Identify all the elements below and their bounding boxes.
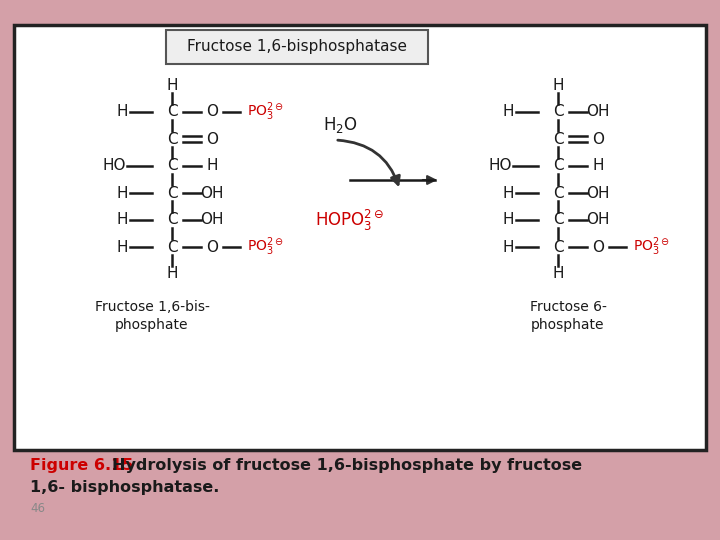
Text: Fructose 6-
phosphate: Fructose 6- phosphate <box>530 300 606 333</box>
Text: O: O <box>592 132 604 146</box>
Text: C: C <box>553 186 563 200</box>
Text: H: H <box>593 159 604 173</box>
FancyArrowPatch shape <box>338 140 400 185</box>
Text: H: H <box>503 105 514 119</box>
Text: PO$_3^{2\ominus}$: PO$_3^{2\ominus}$ <box>247 235 284 258</box>
Text: C: C <box>167 159 177 173</box>
Text: H: H <box>116 105 127 119</box>
Text: H: H <box>552 267 564 281</box>
Text: H: H <box>166 267 178 281</box>
Text: C: C <box>553 213 563 227</box>
Text: C: C <box>553 159 563 173</box>
Text: O: O <box>592 240 604 254</box>
Text: PO$_3^{2\ominus}$: PO$_3^{2\ominus}$ <box>247 100 284 123</box>
Text: H: H <box>116 240 127 254</box>
Text: O: O <box>206 105 218 119</box>
Text: H: H <box>503 213 514 227</box>
FancyBboxPatch shape <box>166 30 428 64</box>
Text: H: H <box>206 159 217 173</box>
Text: O: O <box>206 240 218 254</box>
Text: H: H <box>166 78 178 92</box>
FancyBboxPatch shape <box>14 25 706 450</box>
Text: OH: OH <box>586 213 610 227</box>
Text: HO: HO <box>488 159 512 173</box>
Text: PO$_3^{2\ominus}$: PO$_3^{2\ominus}$ <box>633 235 670 258</box>
Text: C: C <box>167 240 177 254</box>
Text: 46: 46 <box>30 502 45 515</box>
Text: H: H <box>116 186 127 200</box>
Text: C: C <box>167 186 177 200</box>
Text: O: O <box>206 132 218 146</box>
Text: H$_2$O: H$_2$O <box>323 115 357 135</box>
Text: H: H <box>503 186 514 200</box>
Text: Fructose 1,6-bis-
phosphate: Fructose 1,6-bis- phosphate <box>94 300 210 333</box>
Text: OH: OH <box>586 105 610 119</box>
Text: 1,6- bisphosphatase.: 1,6- bisphosphatase. <box>30 480 220 495</box>
Text: C: C <box>167 213 177 227</box>
Text: Fructose 1,6-bisphosphatase: Fructose 1,6-bisphosphatase <box>187 39 407 55</box>
Text: H: H <box>503 240 514 254</box>
Text: C: C <box>553 132 563 146</box>
Text: Figure 6.15: Figure 6.15 <box>30 458 133 473</box>
Text: OH: OH <box>586 186 610 200</box>
Text: H: H <box>552 78 564 92</box>
Text: C: C <box>553 240 563 254</box>
Text: HO: HO <box>102 159 126 173</box>
Text: C: C <box>167 132 177 146</box>
Text: OH: OH <box>200 213 224 227</box>
Text: Hydrolysis of fructose 1,6-bisphosphate by fructose: Hydrolysis of fructose 1,6-bisphosphate … <box>112 458 582 473</box>
Text: OH: OH <box>200 186 224 200</box>
Text: C: C <box>553 105 563 119</box>
Text: C: C <box>167 105 177 119</box>
Text: H: H <box>116 213 127 227</box>
Text: HOPO$_3^{2\ominus}$: HOPO$_3^{2\ominus}$ <box>315 207 384 233</box>
